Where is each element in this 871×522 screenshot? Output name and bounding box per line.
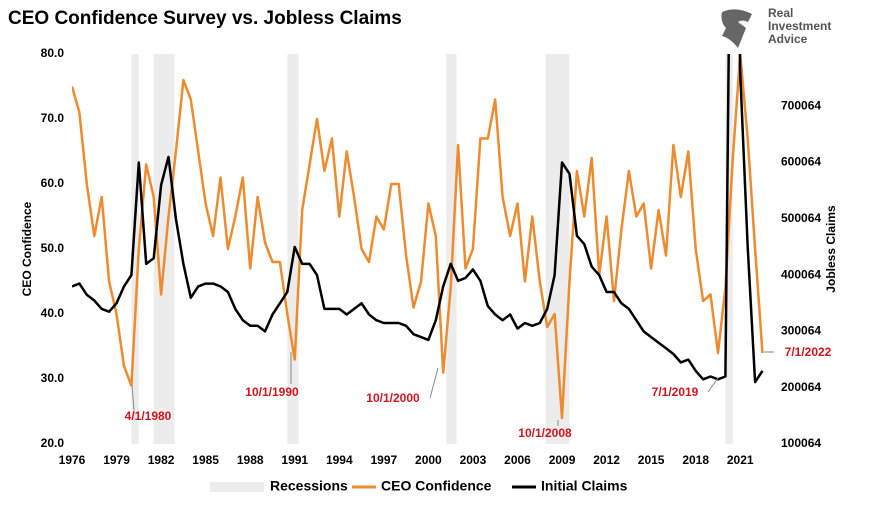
x-tick-label: 2018 [682, 453, 709, 467]
y2-tick-label: 400064 [781, 267, 821, 281]
legend-swatch [210, 482, 264, 492]
logo-text: Real [768, 6, 793, 20]
y2-tick-label: 200064 [781, 380, 821, 394]
legend-label: CEO Confidence [381, 478, 492, 494]
recession-band [131, 54, 139, 444]
x-tick-label: 2009 [549, 453, 576, 467]
y2-tick-label: 300064 [781, 324, 821, 338]
logo-text: Advice [768, 32, 808, 46]
y2-tick-label: 700064 [781, 98, 821, 112]
x-tick-label: 1997 [370, 453, 397, 467]
logo-text: Investment [768, 19, 831, 33]
legend-label: Recessions [270, 478, 348, 494]
y-tick-label: 40.0 [41, 306, 65, 320]
x-tick-label: 1994 [326, 453, 353, 467]
y-axis-title: CEO Confidence [20, 201, 34, 296]
annotation: 10/1/1990 [245, 385, 299, 399]
logo-icon [721, 9, 752, 48]
y-tick-label: 20.0 [41, 436, 65, 450]
x-tick-label: 1976 [59, 453, 86, 467]
x-tick-label: 1991 [281, 453, 308, 467]
x-tick-label: 1982 [148, 453, 175, 467]
chart-title: CEO Confidence Survey vs. Jobless Claims [8, 8, 402, 29]
series-line [72, 54, 764, 420]
logo: Real Investment Advice [721, 6, 831, 48]
y2-axis-title: Jobless Claims [824, 205, 838, 293]
x-tick-label: 1988 [237, 453, 264, 467]
annotation-leader [429, 367, 439, 399]
x-tick-label: 2000 [415, 453, 442, 467]
recession-band [287, 54, 299, 444]
recession-band [153, 54, 175, 444]
series-line [72, 54, 764, 384]
y2-tick-label: 600064 [781, 155, 821, 169]
plot-area [72, 54, 764, 420]
annotation: 7/1/2019 [652, 385, 699, 399]
annotation: 10/1/2000 [366, 391, 420, 405]
y-tick-label: 50.0 [41, 241, 65, 255]
x-tick-label: 2012 [593, 453, 620, 467]
annotation-leader [131, 384, 135, 411]
annotation: 4/1/1980 [125, 409, 172, 423]
recession-bands [131, 54, 733, 444]
y-tick-label: 70.0 [41, 111, 65, 125]
y-tick-label: 80.0 [41, 46, 65, 60]
annotations: 4/1/1980 10/1/1990 10/1/2000 10/1/2008 7/1/2… [125, 345, 832, 440]
recession-band [446, 54, 457, 444]
annotation: 7/1/2022 [785, 345, 832, 359]
x-tick-label: 2015 [638, 453, 665, 467]
x-tick-label: 2006 [504, 453, 531, 467]
y2-tick-label: 100064 [781, 436, 821, 450]
legend-label: Initial Claims [541, 478, 628, 494]
y2-tick-label: 500064 [781, 211, 821, 225]
y-tick-label: 60.0 [41, 176, 65, 190]
y-tick-label: 30.0 [41, 371, 65, 385]
annotation: 10/1/2008 [518, 426, 572, 440]
x-tick-label: 2003 [460, 453, 487, 467]
x-tick-label: 2021 [727, 453, 754, 467]
x-tick-label: 1979 [103, 453, 130, 467]
recession-band [725, 54, 733, 444]
annotation-leader [707, 377, 719, 393]
recession-band [545, 54, 570, 444]
x-tick-label: 1985 [192, 453, 219, 467]
